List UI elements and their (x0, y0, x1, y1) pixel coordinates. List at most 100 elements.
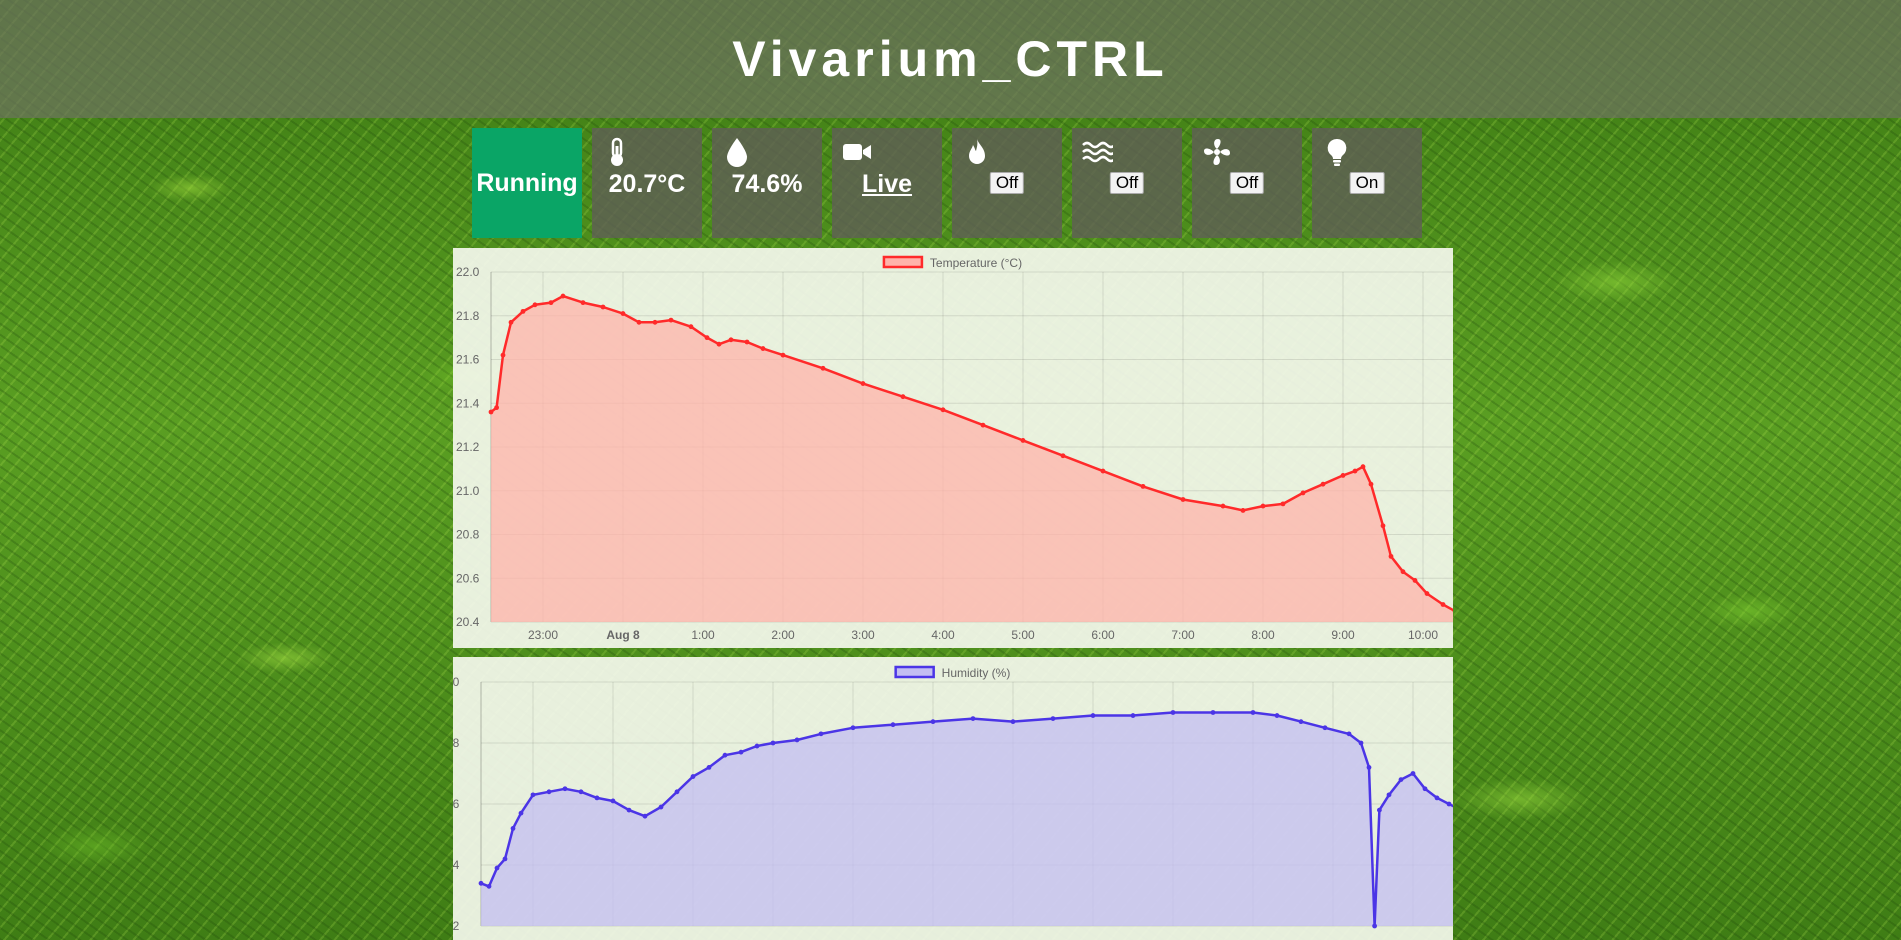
data-point[interactable] (850, 725, 856, 731)
data-point[interactable] (578, 789, 584, 795)
data-point[interactable] (1322, 725, 1328, 731)
data-point[interactable] (1380, 523, 1386, 529)
data-point[interactable] (1440, 602, 1446, 607)
data-point[interactable] (580, 300, 586, 306)
data-point[interactable] (1240, 508, 1246, 513)
data-point[interactable] (860, 381, 866, 386)
data-point[interactable] (594, 795, 600, 801)
data-point[interactable] (478, 880, 484, 886)
data-point[interactable] (1368, 481, 1374, 487)
data-point[interactable] (1140, 483, 1146, 489)
data-point[interactable] (1422, 786, 1428, 792)
data-point[interactable] (820, 365, 826, 371)
data-point[interactable] (1352, 468, 1358, 474)
data-point[interactable] (1366, 765, 1372, 770)
data-point[interactable] (1446, 801, 1452, 807)
data-point[interactable] (716, 341, 722, 347)
data-point[interactable] (940, 407, 946, 413)
data-point[interactable] (688, 324, 694, 330)
data-point[interactable] (1210, 710, 1216, 715)
data-point[interactable] (1280, 501, 1286, 507)
data-point[interactable] (770, 740, 776, 746)
data-point[interactable] (674, 789, 680, 795)
data-point[interactable] (1412, 578, 1418, 583)
data-point[interactable] (486, 883, 492, 889)
data-point[interactable] (1398, 777, 1404, 782)
data-point[interactable] (1434, 795, 1440, 801)
data-point[interactable] (706, 765, 712, 770)
data-point[interactable] (642, 813, 648, 819)
data-point[interactable] (1250, 710, 1256, 715)
data-point[interactable] (636, 319, 642, 325)
data-point[interactable] (546, 789, 552, 795)
data-point[interactable] (1274, 713, 1280, 718)
data-point[interactable] (754, 743, 760, 749)
data-point[interactable] (930, 719, 936, 725)
data-point[interactable] (1360, 464, 1366, 470)
data-point[interactable] (1100, 468, 1106, 474)
data-point[interactable] (510, 826, 516, 831)
data-point[interactable] (562, 786, 568, 792)
mister-toggle-button[interactable]: Off (1109, 172, 1145, 194)
data-point[interactable] (626, 807, 632, 813)
data-point[interactable] (1358, 740, 1364, 746)
data-point[interactable] (494, 405, 499, 411)
data-point[interactable] (1180, 497, 1186, 502)
fan-toggle-button[interactable]: Off (1229, 172, 1265, 194)
data-point[interactable] (1130, 713, 1136, 718)
data-point[interactable] (1020, 438, 1026, 443)
data-point[interactable] (1060, 453, 1066, 459)
data-point[interactable] (722, 752, 728, 758)
data-point[interactable] (1090, 713, 1096, 718)
data-point[interactable] (600, 304, 606, 310)
data-point[interactable] (518, 810, 524, 816)
data-point[interactable] (728, 337, 734, 343)
data-point[interactable] (818, 731, 824, 737)
data-point[interactable] (794, 737, 800, 743)
data-point[interactable] (980, 422, 986, 428)
data-point[interactable] (530, 792, 536, 798)
data-point[interactable] (1377, 807, 1382, 813)
data-point[interactable] (1320, 481, 1326, 487)
data-point[interactable] (780, 352, 786, 358)
data-point[interactable] (1170, 710, 1176, 715)
data-point[interactable] (704, 335, 710, 341)
data-point[interactable] (738, 749, 744, 755)
data-point[interactable] (1340, 473, 1346, 478)
data-point[interactable] (494, 865, 500, 871)
data-point[interactable] (1346, 731, 1352, 737)
data-point[interactable] (760, 346, 766, 351)
data-point[interactable] (610, 798, 616, 804)
data-point[interactable] (1388, 553, 1394, 559)
data-point[interactable] (1298, 719, 1304, 725)
data-point[interactable] (520, 308, 526, 314)
data-point[interactable] (500, 352, 506, 358)
data-point[interactable] (1260, 503, 1266, 509)
data-point[interactable] (900, 394, 906, 400)
data-point[interactable] (488, 409, 494, 415)
data-point[interactable] (532, 302, 538, 308)
data-point[interactable] (690, 774, 696, 779)
data-point[interactable] (970, 716, 976, 721)
data-point[interactable] (744, 339, 750, 345)
heater-toggle-button[interactable]: Off (989, 172, 1025, 194)
data-point[interactable] (652, 319, 658, 325)
data-point[interactable] (890, 722, 896, 728)
data-point[interactable] (1300, 490, 1306, 496)
data-point[interactable] (1220, 503, 1226, 509)
data-point[interactable] (1424, 591, 1430, 596)
light-toggle-button[interactable]: On (1349, 172, 1385, 194)
data-point[interactable] (1372, 923, 1377, 929)
data-point[interactable] (1386, 792, 1392, 798)
data-point[interactable] (668, 317, 674, 323)
data-point[interactable] (548, 300, 554, 306)
data-point[interactable] (502, 856, 508, 862)
data-point[interactable] (1410, 771, 1416, 776)
data-point[interactable] (620, 311, 626, 316)
data-point[interactable] (1050, 716, 1056, 721)
data-point[interactable] (1400, 569, 1406, 575)
camera-live-link[interactable]: Live (861, 170, 913, 198)
camera-tile[interactable]: Live (832, 128, 942, 238)
data-point[interactable] (508, 319, 514, 325)
data-point[interactable] (1010, 719, 1016, 725)
